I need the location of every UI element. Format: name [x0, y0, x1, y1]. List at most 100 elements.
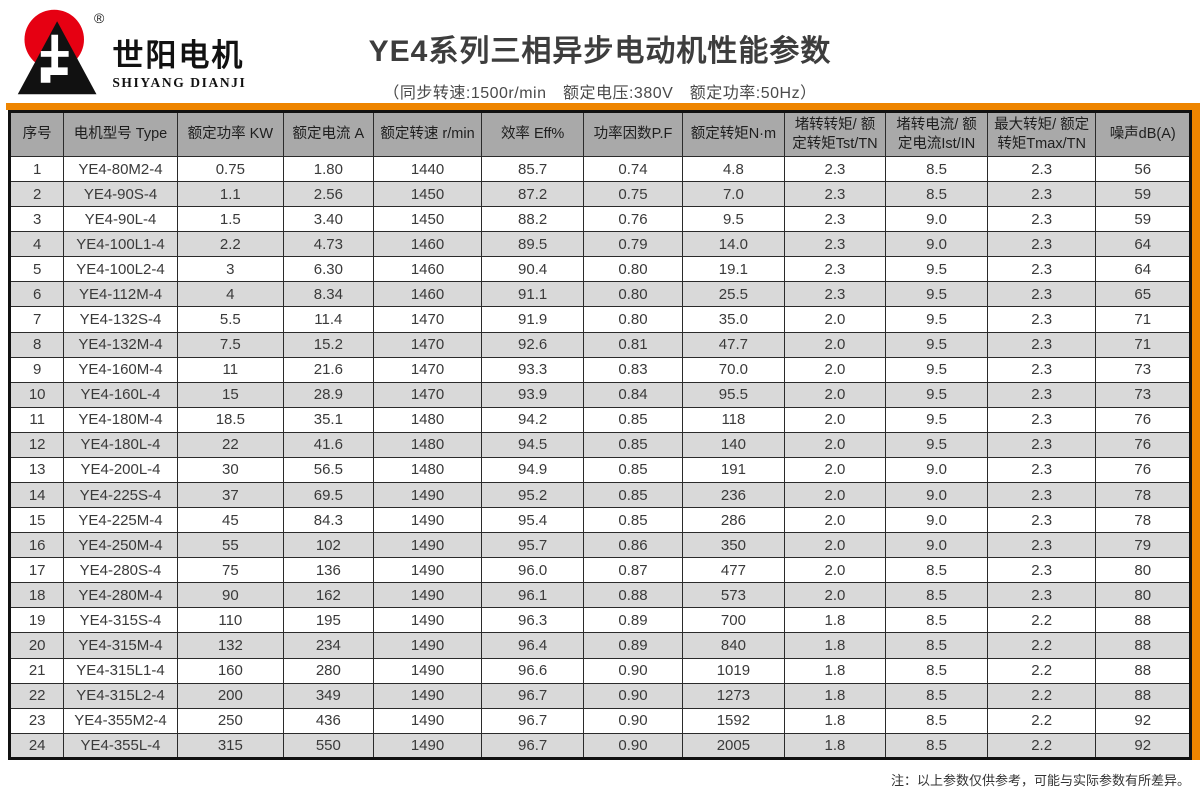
- table-cell: 2.3: [783, 206, 887, 233]
- table-row: 17 YE4-280S-4 75 136 1490 96.0 0.87 477 2.0 8.5 2.…: [8, 557, 1191, 584]
- table-cell: YE4-225S-4: [63, 482, 178, 509]
- table-row: 15 YE4-225M-4 45 84.3 1490 95.4 0.85 286 2.0 9.0 2…: [8, 507, 1191, 534]
- table-cell: 9.0: [885, 206, 988, 233]
- table-cell: 1460: [372, 281, 483, 308]
- table-cell: 0.90: [582, 682, 684, 709]
- column-header: 噪声dB(A): [1095, 111, 1191, 157]
- table-cell: 12: [8, 431, 65, 458]
- table-cell: 6.30: [282, 256, 374, 283]
- table-cell: 9.5: [885, 281, 988, 308]
- table-cell: 7.5: [176, 331, 284, 358]
- table-cell: 2.0: [783, 482, 887, 509]
- table-cell: 80: [1095, 582, 1191, 609]
- page-header: YE4系列三相异步电动机性能参数 （同步转速:1500r/min 额定电压:38…: [0, 26, 1200, 103]
- table-cell: 0.85: [582, 507, 684, 534]
- table-cell: 0.80: [582, 306, 684, 333]
- table-row: 9 YE4-160M-4 11 21.6 1470 93.3 0.83 70.0 2.0 9.5 2…: [8, 356, 1191, 383]
- table-cell: 1490: [372, 657, 483, 684]
- table-cell: 15.2: [282, 331, 374, 358]
- table-cell: 160: [176, 657, 284, 684]
- table-cell: 1.8: [783, 682, 887, 709]
- table-cell: 0.81: [582, 331, 684, 358]
- table-cell: 0.75: [176, 155, 284, 183]
- table-cell: 2.2: [176, 231, 284, 258]
- table-cell: 2.2: [986, 707, 1097, 734]
- table-cell: 8.5: [885, 181, 988, 208]
- table-row: 4 YE4-100L1-4 2.2 4.73 1460 89.5 0.79 14.0 2.3 9.…: [8, 231, 1191, 258]
- table-cell: 2.3: [783, 181, 887, 208]
- table-row: 18 YE4-280M-4 90 162 1490 96.1 0.88 573 2.0 8.5 2.…: [8, 582, 1191, 609]
- table-cell: 9.5: [885, 406, 988, 433]
- table-cell: 2.3: [986, 557, 1097, 584]
- table-cell: 0.79: [582, 231, 684, 258]
- table-cell: YE4-100L2-4: [63, 256, 178, 283]
- table-cell: YE4-90S-4: [63, 181, 178, 208]
- table-cell: 59: [1095, 206, 1191, 233]
- table-cell: 1460: [372, 231, 483, 258]
- table-cell: 2.3: [986, 181, 1097, 208]
- table-cell: 5: [8, 256, 65, 283]
- table-cell: 92.6: [481, 331, 584, 358]
- table-cell: 59: [1095, 181, 1191, 208]
- table-cell: 47.7: [682, 331, 785, 358]
- table-cell: 88: [1095, 682, 1191, 709]
- table-cell: 94.5: [481, 431, 584, 458]
- table-cell: 11.4: [282, 306, 374, 333]
- table-cell: 349: [282, 682, 374, 709]
- table-row: 14 YE4-225S-4 37 69.5 1490 95.2 0.85 236 2.0 9.0 2…: [8, 482, 1191, 509]
- table-cell: 2.3: [986, 206, 1097, 233]
- table-cell: YE4-132M-4: [63, 331, 178, 358]
- table-cell: 41.6: [282, 431, 374, 458]
- table-cell: 700: [682, 607, 785, 634]
- table-cell: 286: [682, 507, 785, 534]
- table-cell: 573: [682, 582, 785, 609]
- table-cell: 9.5: [885, 381, 988, 408]
- table-cell: 95.4: [481, 507, 584, 534]
- table-cell: YE4-280S-4: [63, 557, 178, 584]
- table-cell: 8.5: [885, 732, 988, 760]
- table-cell: 132: [176, 632, 284, 659]
- table-head-row: 序号 电机型号 Type 额定功率 KW 额定电流 A 额定转速 r/min 效率 Eff…: [8, 111, 1191, 157]
- table-cell: 64: [1095, 231, 1191, 258]
- table-cell: 236: [682, 482, 785, 509]
- table-cell: 96.7: [481, 682, 584, 709]
- table-row: 22 YE4-315L2-4 200 349 1490 96.7 0.90 1273 1.8 8.…: [8, 682, 1191, 709]
- table-cell: 95.5: [682, 381, 785, 408]
- table-cell: 15: [8, 507, 65, 534]
- table-cell: 94.2: [481, 406, 584, 433]
- table-cell: 2.0: [783, 406, 887, 433]
- table-cell: 90: [176, 582, 284, 609]
- table-cell: 88: [1095, 632, 1191, 659]
- table-cell: YE4-100L1-4: [63, 231, 178, 258]
- table-cell: 78: [1095, 507, 1191, 534]
- table-cell: 45: [176, 507, 284, 534]
- table-cell: 8.5: [885, 682, 988, 709]
- table-row: 10 YE4-160L-4 15 28.9 1470 93.9 0.84 95.5 2.0 9.5…: [8, 381, 1191, 408]
- table-cell: 15: [176, 381, 284, 408]
- table-cell: 1490: [372, 532, 483, 559]
- table-cell: 2.2: [986, 657, 1097, 684]
- table-cell: YE4-112M-4: [63, 281, 178, 308]
- table-cell: 0.75: [582, 181, 684, 208]
- table-cell: 96.6: [481, 657, 584, 684]
- table-cell: 96.1: [481, 582, 584, 609]
- column-header: 堵转转矩/ 额定转矩Tst/TN: [783, 111, 887, 157]
- table-cell: 8.5: [885, 607, 988, 634]
- table-cell: 1440: [372, 155, 483, 183]
- motor-spec-table: 序号 电机型号 Type 额定功率 KW 额定电流 A 额定转速 r/min 效率 Eff…: [8, 110, 1192, 760]
- table-row: 1 YE4-80M2-4 0.75 1.80 1440 85.7 0.74 4.8 2.3 8.5…: [8, 155, 1191, 183]
- table-cell: 11: [8, 406, 65, 433]
- table-cell: 9: [8, 356, 65, 383]
- table-cell: YE4-315S-4: [63, 607, 178, 634]
- table-cell: 4.73: [282, 231, 374, 258]
- column-header: 额定电流 A: [282, 111, 374, 157]
- table-cell: 1480: [372, 456, 483, 484]
- table-cell: 2.0: [783, 557, 887, 584]
- table-cell: 1490: [372, 482, 483, 509]
- table-cell: 64: [1095, 256, 1191, 283]
- table-cell: 2.3: [986, 331, 1097, 358]
- table-cell: 280: [282, 657, 374, 684]
- table-cell: 0.85: [582, 456, 684, 484]
- table-cell: YE4-355M2-4: [63, 707, 178, 734]
- table-cell: 9.5: [682, 206, 785, 233]
